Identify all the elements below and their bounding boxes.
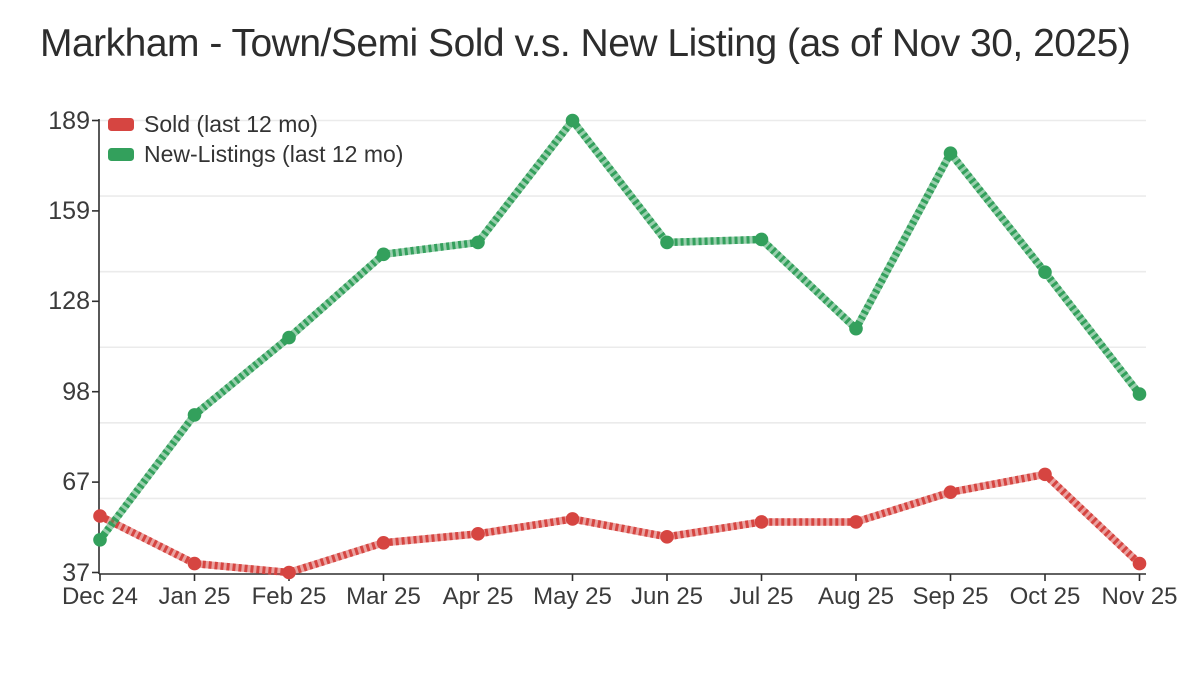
series-new-listings-point[interactable]: [1132, 387, 1147, 401]
series-new-listings-point[interactable]: [376, 247, 391, 262]
series-sold-point[interactable]: [565, 512, 580, 526]
series-sold-point[interactable]: [376, 535, 391, 550]
series-sold-line-base: [96, 470, 1144, 577]
x-tick-label: Aug 25: [817, 583, 895, 610]
x-tick-label: Oct 25: [1009, 583, 1081, 610]
series-new-listings-point[interactable]: [471, 235, 485, 250]
legend: Sold (last 12 mo) New-Listings (last 12 …: [108, 110, 403, 169]
series-new-listings-point[interactable]: [93, 532, 107, 547]
series-new-listings-point[interactable]: [187, 408, 202, 422]
series-sold-point[interactable]: [943, 485, 958, 500]
series-sold-point[interactable]: [282, 565, 296, 580]
series-new-listings-point[interactable]: [1038, 265, 1052, 279]
x-tick-label: Apr 25: [442, 583, 514, 610]
y-tick-label: 128: [48, 287, 90, 316]
y-tick-label: 67: [62, 468, 90, 497]
series-sold-point[interactable]: [849, 515, 863, 529]
x-tick-label: May 25: [533, 583, 612, 610]
series-new-listings-point[interactable]: [943, 146, 958, 161]
sold-series-swatch-icon: [108, 118, 134, 131]
x-tick-label: Dec 24: [61, 583, 139, 610]
y-tick-label: 159: [48, 196, 90, 225]
legend-item-new-listings[interactable]: New-Listings (last 12 mo): [108, 140, 403, 169]
series-new-listings-line: [97, 116, 1143, 543]
x-tick-label: Jun 25: [630, 583, 704, 610]
x-tick-label: Mar 25: [346, 583, 421, 610]
x-tick-label: Jan 25: [158, 583, 231, 610]
series-new-listings-point[interactable]: [565, 113, 580, 128]
chart-title: Markham - Town/Semi Sold v.s. New Listin…: [40, 22, 1131, 65]
legend-label-sold: Sold (last 12 mo): [144, 111, 318, 137]
series-new-listings-point[interactable]: [849, 321, 863, 336]
legend-label-new-listings: New-Listings (last 12 mo): [144, 141, 404, 167]
series-sold-point[interactable]: [187, 556, 202, 571]
series-sold-point[interactable]: [471, 527, 485, 541]
new-listings-series-swatch-icon: [108, 148, 134, 161]
series-new-listings-point[interactable]: [754, 232, 769, 247]
legend-item-sold[interactable]: Sold (last 12 mo): [108, 110, 403, 139]
x-tick-label: Jul 25: [729, 583, 794, 610]
x-tick-label: Sep 25: [912, 583, 989, 610]
series-sold-point[interactable]: [1132, 556, 1147, 571]
series-new-listings-point[interactable]: [282, 330, 296, 345]
series-sold-line: [98, 470, 1143, 577]
series-sold-point[interactable]: [93, 509, 107, 523]
x-tick-label: Feb 25: [251, 583, 327, 610]
y-tick-label: 37: [62, 558, 90, 587]
series-sold-point[interactable]: [660, 530, 674, 544]
series-sold-point[interactable]: [1038, 467, 1052, 482]
y-tick-label: 189: [48, 106, 90, 135]
series-sold-point[interactable]: [754, 515, 769, 529]
x-tick-label: Nov 25: [1101, 583, 1178, 610]
series-new-listings-point[interactable]: [660, 235, 674, 250]
y-tick-label: 98: [62, 377, 90, 406]
